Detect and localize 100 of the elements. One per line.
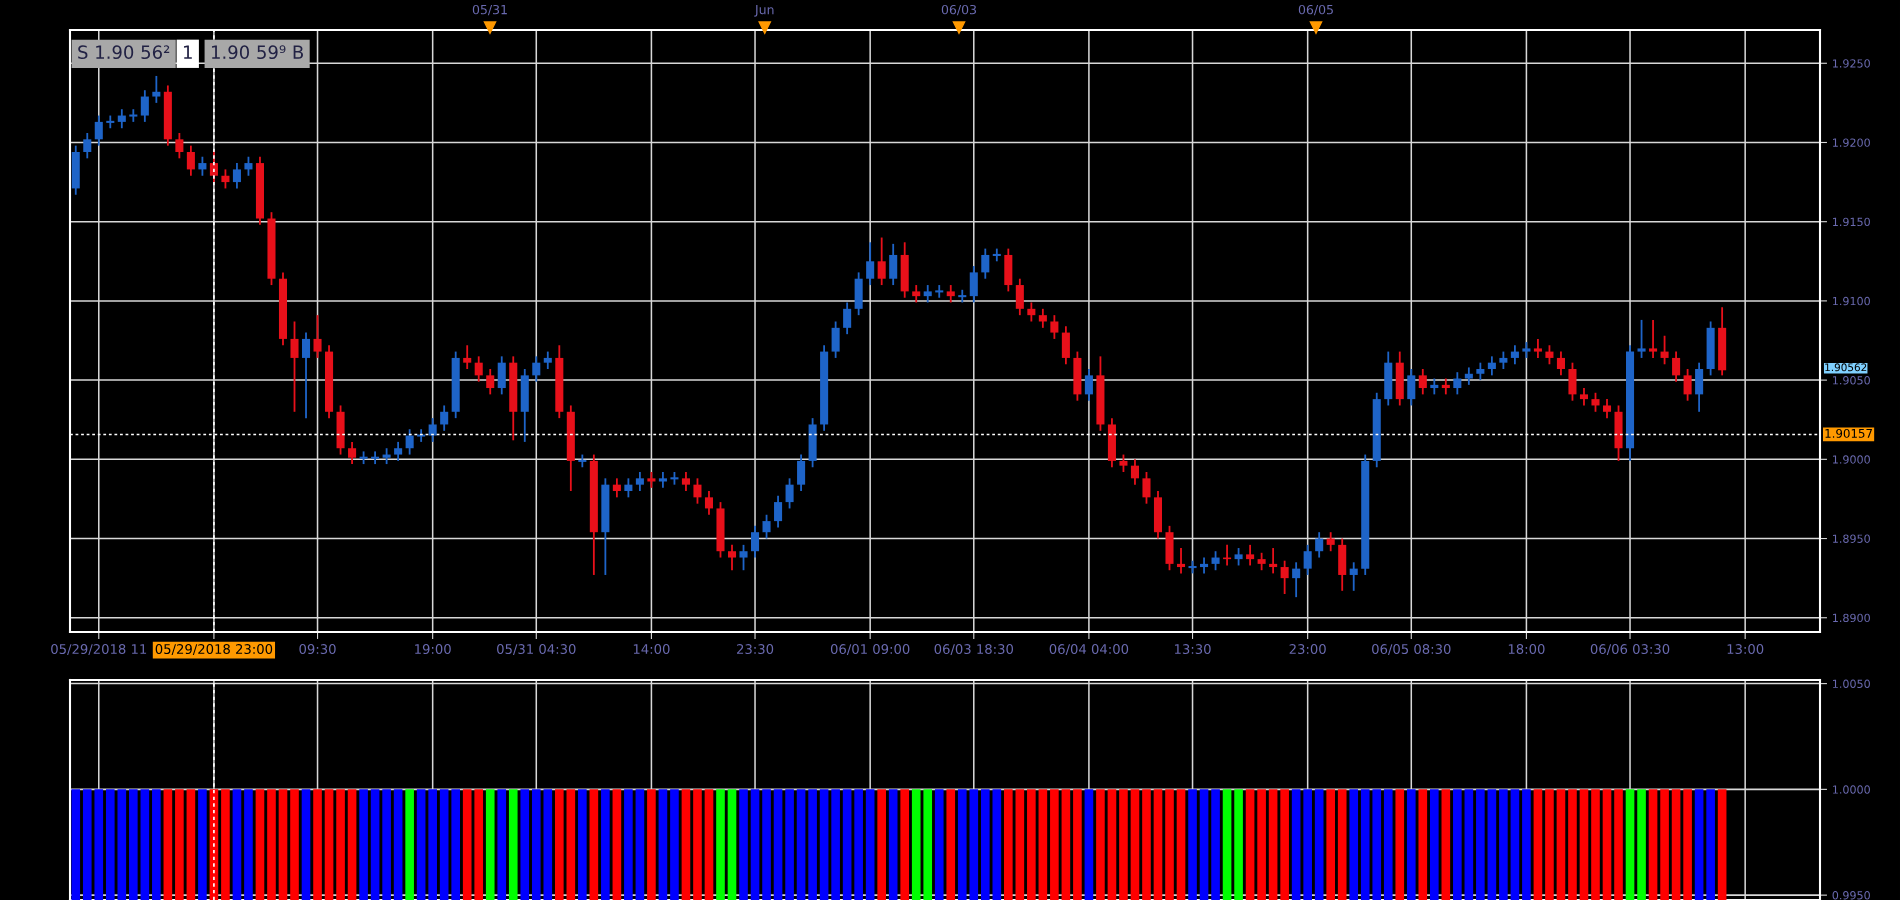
x-tick-label: 05/29/2018 11 (51, 644, 147, 656)
candlestick (1326, 531, 1335, 553)
candlestick (658, 471, 667, 489)
candlestick (532, 355, 541, 383)
candlestick (394, 440, 403, 462)
x-tick-label: 05/31 04:30 (497, 644, 576, 656)
candlestick (186, 144, 195, 177)
x-tick-label: 13:00 (1727, 644, 1764, 655)
y-tick-label: 1.9000 (1833, 455, 1870, 464)
candlestick (1545, 344, 1554, 366)
candlestick (94, 114, 103, 147)
y-tick-label: 1.9250 (1833, 59, 1870, 68)
candlestick (1453, 371, 1462, 396)
y-tick-label: 1.8950 (1833, 534, 1870, 543)
candlestick (1303, 543, 1312, 576)
candlestick (232, 162, 241, 190)
x-tick-label: 06/05 08:30 (1372, 644, 1451, 656)
candlestick (1280, 559, 1289, 595)
candlestick (244, 155, 253, 177)
candlestick (221, 168, 230, 190)
y-tick-label: 0.9950 (1832, 891, 1870, 900)
text: Jun (754, 5, 774, 17)
candlestick (774, 494, 783, 529)
candlestick (681, 471, 690, 492)
x-tick-label: 05/29/2018 23:00 (155, 644, 273, 656)
candlestick (612, 477, 621, 499)
candlestick (440, 404, 449, 432)
candlestick (1637, 319, 1646, 359)
candlestick (1315, 531, 1324, 559)
candlestick (1591, 391, 1600, 413)
candlestick (428, 417, 437, 443)
y-tick-label: 1.8900 (1833, 613, 1870, 623)
candlestick (704, 490, 714, 516)
text: 05/31 (472, 4, 507, 16)
candlestick (1683, 368, 1692, 402)
text: 1.90562 (1825, 363, 1867, 372)
candlestick (1556, 350, 1565, 377)
candlestick (1510, 344, 1519, 366)
candlestick (128, 108, 139, 123)
candlestick (1533, 338, 1542, 359)
candlestick (934, 284, 945, 299)
candlestick (877, 236, 886, 286)
annotation: S 1.90 56² (78, 45, 170, 60)
candlestick (1660, 334, 1669, 366)
candlestick (1015, 277, 1024, 317)
candlestick (405, 428, 414, 456)
candlestick (981, 247, 990, 280)
candlestick (175, 132, 184, 160)
ref-line-label: 1.90157 (1825, 428, 1872, 438)
candlestick (1672, 350, 1681, 383)
candlestick (463, 344, 472, 370)
y-tick-label: 1.0050 (1833, 679, 1870, 688)
text: 06/05 (1298, 4, 1333, 16)
x-tick-label: 14:00 (633, 644, 670, 655)
y-tick-label: 1.0000 (1833, 785, 1870, 794)
candlestick (727, 543, 737, 572)
x-tick-label: 23:00 (1289, 644, 1326, 655)
x-tick-label: 06/04 04:00 (1049, 644, 1129, 656)
candlestick (1269, 547, 1278, 575)
candlestick (889, 242, 898, 286)
candlestick (866, 241, 875, 286)
candlestick (635, 471, 644, 492)
candlestick (117, 108, 126, 130)
x-tick-label: 18:00 (1508, 644, 1545, 655)
candlestick (382, 447, 391, 465)
y-tick-label: 1.9150 (1833, 217, 1870, 227)
text: 06/03 (941, 4, 977, 16)
candlestick (140, 89, 149, 123)
candlestick (797, 453, 806, 492)
candlestick (1418, 368, 1427, 396)
x-tick-label: 06/03 18:30 (934, 644, 1014, 656)
candlestick (1292, 561, 1301, 599)
candlestick (1027, 301, 1036, 323)
candlestick (1050, 314, 1059, 340)
candlestick (290, 320, 299, 413)
x-tick-label: 13:30 (1174, 644, 1211, 655)
candlestick (198, 155, 207, 177)
x-tick-label: 06/06 03:30 (1590, 644, 1670, 656)
candlestick (1407, 368, 1416, 407)
annotation: 1 (183, 45, 192, 59)
candlestick (739, 543, 748, 572)
candlestick (1349, 561, 1358, 592)
candlestick (969, 265, 978, 304)
candlestick (831, 320, 840, 359)
candlestick (1649, 319, 1658, 359)
candlestick (1084, 368, 1093, 402)
candlestick (1130, 458, 1139, 486)
y-tick-label: 1.9200 (1833, 138, 1870, 147)
x-tick-label: 23:30 (736, 644, 774, 655)
candlestick (1487, 355, 1496, 377)
candlestick (751, 524, 760, 559)
candlestick (486, 368, 495, 396)
candlestick (843, 301, 852, 336)
candlestick (1602, 398, 1612, 420)
candlestick (762, 513, 771, 540)
x-tick-label: 06/01 09:00 (830, 644, 910, 656)
candlestick (83, 132, 92, 160)
candlestick (301, 331, 311, 420)
candlestick (1142, 471, 1151, 505)
candlestick (152, 75, 161, 104)
